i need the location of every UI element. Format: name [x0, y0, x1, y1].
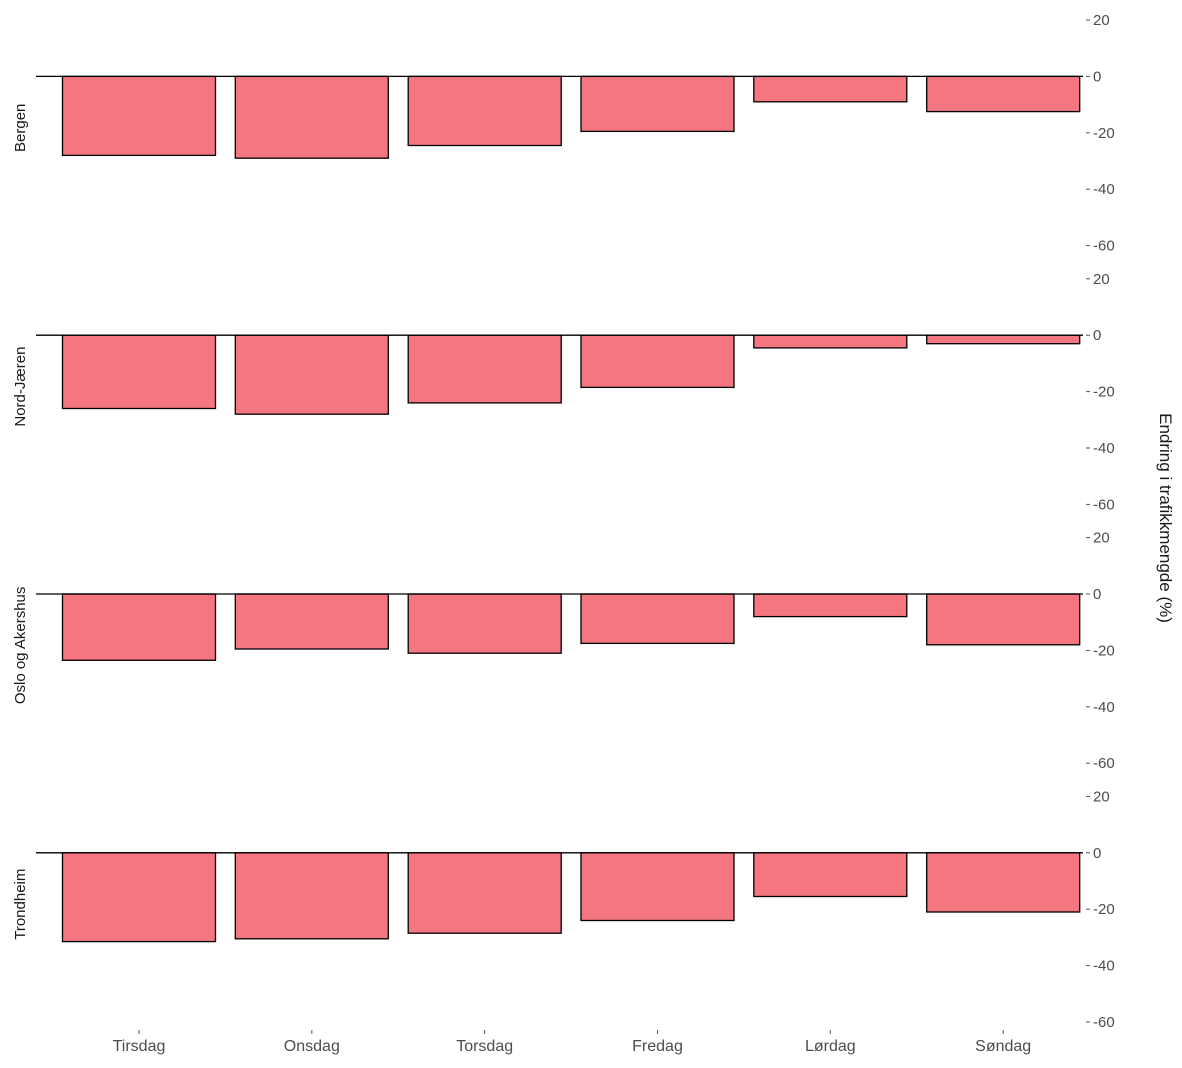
bar [407, 75, 562, 147]
bar [753, 75, 908, 103]
bar [753, 334, 908, 349]
x-axis: Tirsdag Onsdag Torsdag Fredag Lørdag Søndag [113, 1030, 1031, 1055]
bar [407, 334, 562, 404]
bar [234, 75, 389, 159]
y-axis-title: Endring i trafikkmengde (%) [1156, 413, 1175, 623]
y-tick-label: 0 [1093, 586, 1101, 603]
bar [580, 852, 735, 922]
bar [580, 334, 735, 389]
y-tick-label: -40 [1093, 958, 1115, 975]
bar [407, 593, 562, 654]
y-tick-label: -20 [1093, 125, 1115, 142]
bar [926, 593, 1081, 646]
facet-panel: 20 0 -20 -40 -60 Trondheim [12, 788, 1115, 1031]
y-tick-label: -20 [1093, 901, 1115, 918]
x-tick-label: Lørdag [805, 1038, 856, 1055]
facet-panel: 20 0 -20 -40 -60 Nord-Jæren [12, 271, 1115, 514]
bar [753, 593, 908, 618]
bar [926, 75, 1081, 113]
y-tick-label: 20 [1093, 788, 1110, 805]
x-tick-label: Fredag [632, 1038, 683, 1055]
facet-panel: 20 0 -20 -40 -60 Bergen [12, 12, 1115, 255]
bar [580, 593, 735, 645]
y-tick-label: 20 [1093, 530, 1110, 547]
y-tick-label: -20 [1093, 642, 1115, 659]
bar [926, 852, 1081, 913]
y-tick-label: 0 [1093, 845, 1101, 862]
bar [234, 593, 389, 650]
y-tick-label: -60 [1093, 238, 1115, 255]
x-tick-label: Tirsdag [113, 1038, 166, 1055]
bar [61, 593, 217, 661]
y-tick-label: 0 [1093, 327, 1101, 344]
y-tick-label: -60 [1093, 1014, 1115, 1031]
bar [61, 852, 217, 943]
y-tick-label: 20 [1093, 12, 1110, 29]
bar [234, 334, 389, 415]
y-tick-label: -20 [1093, 384, 1115, 401]
facet-label: Bergen [12, 104, 29, 152]
bar [61, 334, 217, 410]
facet-panel: 20 0 -20 -40 -60 Oslo og Akershus [12, 530, 1115, 773]
y-tick-label: 0 [1093, 68, 1101, 85]
bar [580, 75, 735, 133]
y-tick-label: 20 [1093, 271, 1110, 288]
bar [407, 852, 562, 934]
bar [61, 75, 217, 157]
bar [926, 334, 1081, 345]
x-tick-label: Onsdag [284, 1038, 340, 1055]
x-tick-label: Torsdag [456, 1038, 513, 1055]
y-tick-label: -60 [1093, 755, 1115, 772]
bar [753, 852, 908, 898]
y-tick-label: -60 [1093, 496, 1115, 513]
x-tick-label: Søndag [975, 1038, 1031, 1055]
facet-label: Trondheim [12, 869, 29, 940]
facets: 20 0 -20 -40 -60 Bergen 20 0 -20 -40 -60 Nord-Jæren… [12, 12, 1115, 1031]
facet-label: Oslo og Akershus [12, 587, 29, 705]
y-tick-label: -40 [1093, 440, 1115, 457]
y-tick-label: -40 [1093, 699, 1115, 716]
y-tick-label: -40 [1093, 181, 1115, 198]
facet-label: Nord-Jæren [12, 347, 29, 427]
bar [234, 852, 389, 940]
